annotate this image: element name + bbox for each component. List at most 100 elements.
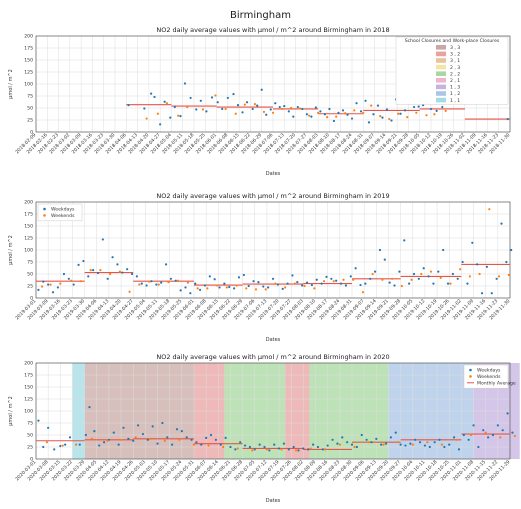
y-axis-label: μmol / m^2 [8,69,14,99]
weekend-point [322,280,326,283]
weekend-point [488,208,491,211]
weekday-point [367,121,371,124]
weekend-point [119,438,123,441]
weekday-point [446,282,450,285]
x-axis-label: Dates [266,337,281,343]
weekday-point [205,436,208,439]
weekday-point [414,438,417,441]
legend-swatch [43,207,46,211]
weekday-point [252,280,255,283]
y-tick-label: 75 [27,260,33,266]
weekday-point [301,284,304,287]
weekday-point [273,443,276,446]
weekday-point [467,438,470,441]
chart-title: NO2 daily average values with μmol / m^2… [156,26,389,34]
weekend-point [513,434,516,438]
weekday-point [221,107,224,111]
weekday-point [355,102,358,105]
weekend-point [206,287,209,290]
legend-box [37,203,83,222]
y-tick-label: 25 [27,445,33,451]
weekday-point [77,263,80,266]
weekend-point [109,272,112,276]
chart-title: NO2 daily average values with μmol / m^2… [156,192,389,200]
weekday-point [179,115,182,118]
y-tick-label: 175 [24,46,33,52]
weekend-point [303,284,306,288]
weekday-point [82,259,85,263]
weekday-point [370,441,373,444]
weekday-point [373,270,377,273]
weekend-point [75,443,78,446]
weekday-point [501,429,504,432]
weekday-point [78,443,81,446]
weekend-point [425,114,428,117]
weekday-point [210,96,214,99]
weekday-point [216,101,219,104]
weekday-point [331,438,334,441]
weekday-point [511,431,514,434]
legend-label: Weekdays [477,368,501,374]
weekday-point [135,275,138,278]
weekday-point [143,107,146,110]
weekend-point [118,270,121,273]
weekday-point [122,426,125,429]
weekend-point [338,443,341,446]
weekday-point [218,286,221,289]
weekday-point [53,448,56,451]
weekday-point [349,275,352,278]
weekend-point [449,282,452,285]
weekday-point [433,441,436,444]
weekday-point [297,449,300,452]
weekend-point [280,448,283,451]
legend-box [395,36,509,105]
weekday-point [335,279,338,282]
weekend-point [344,112,347,115]
y-tick-label: 200 [24,200,33,206]
legend-label: 3 , 3 [450,45,460,51]
weekday-point [260,88,263,91]
weekday-point [232,92,235,96]
weekday-point [126,268,129,271]
weekday-point [310,283,313,287]
legend-swatch [436,71,446,76]
weekend-point [225,286,228,289]
weekend-point [468,275,471,278]
weekday-point [169,277,173,280]
weekend-point [163,439,166,442]
weekday-point [378,248,382,252]
weekday-point [98,444,101,447]
weekday-point [179,289,182,292]
weekday-point [51,291,55,294]
weekday-point [195,108,198,111]
weekday-point [359,283,362,287]
weekend-point [507,273,510,277]
weekend-point [207,444,210,447]
weekend-point [309,447,312,450]
weekday-point [451,272,454,276]
weekend-point [371,272,374,276]
weekend-point [234,112,237,115]
weekday-point [203,284,207,287]
weekday-point [312,443,315,446]
y-tick-label: 100 [24,248,33,254]
weekday-point [346,113,349,116]
weekend-point [289,106,293,110]
weekday-point [59,444,62,448]
weekend-point [400,284,403,288]
weekend-point [253,103,257,106]
weekend-point [90,437,94,440]
weekday-point [388,281,391,284]
weekday-point [328,107,331,111]
weekday-point [141,432,145,436]
weekday-point [491,433,495,437]
weekday-point [437,270,440,273]
legend-label: 1 , 2 [450,91,460,97]
weekend-point [298,107,302,110]
weekday-point [132,439,135,442]
weekday-point [325,275,328,278]
legend-label: 3 , 1 [450,58,460,64]
weekday-point [219,443,222,446]
weekday-point [37,419,40,422]
weekend-point [284,286,287,289]
